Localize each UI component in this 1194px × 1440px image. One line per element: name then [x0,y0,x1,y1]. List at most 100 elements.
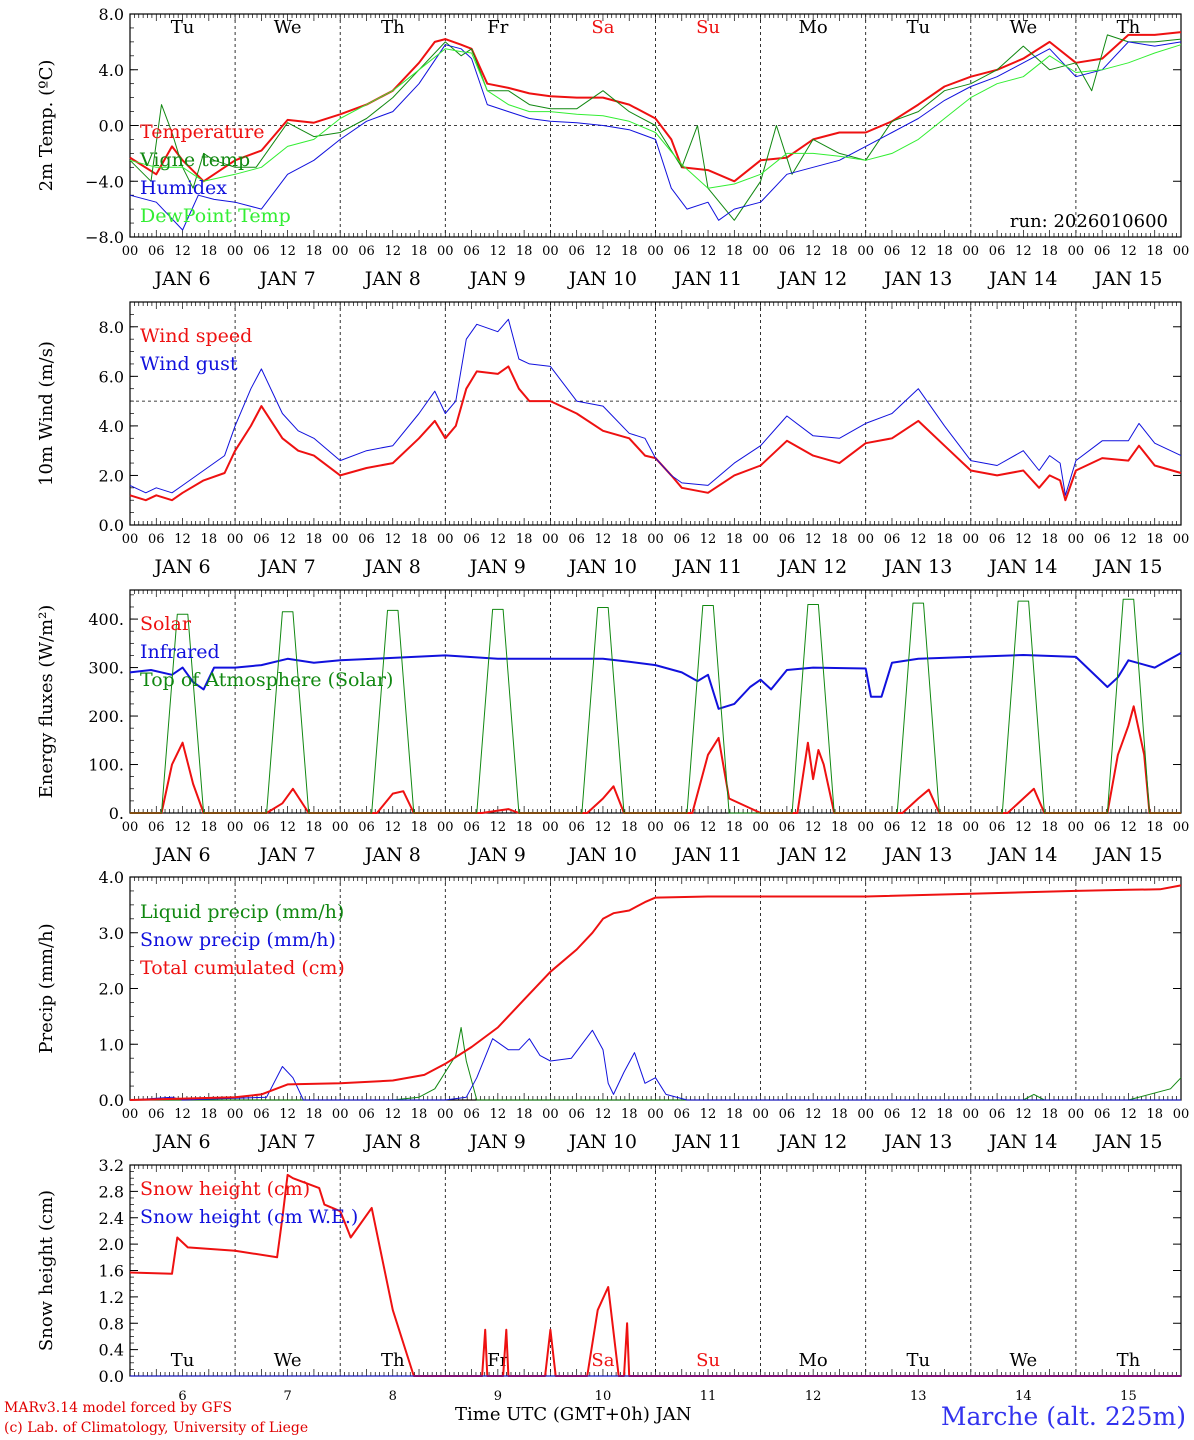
hour-tick-label: 12 [910,244,927,259]
y-axis-label: 2m Temp. (ºC) [36,60,57,192]
hour-tick-label: 06 [148,532,165,547]
hour-tick-label: 06 [358,1107,375,1122]
day-label: Mo [799,1350,828,1371]
hour-tick-label: 00 [437,1107,454,1122]
day-label: Sa [591,1350,614,1371]
day-label: Th [381,1350,405,1371]
hour-tick-label: 06 [568,532,585,547]
date-label: JAN 14 [987,556,1057,578]
hour-tick-label: 18 [726,820,743,835]
hour-tick-label: 12 [595,532,612,547]
day-label: Su [696,17,720,38]
date-label: JAN 15 [1092,844,1162,866]
date-label: JAN 9 [468,268,526,290]
hour-tick-label: 00 [857,820,874,835]
hour-tick-label: 18 [1146,244,1163,259]
hour-tick-label: 00 [647,820,664,835]
y-tick-label: 2.0 [99,466,124,485]
hour-tick-label: 06 [674,1107,691,1122]
date-label: JAN 13 [882,844,952,866]
y-tick-label: 200. [88,707,124,726]
day-label: Fr [487,17,508,38]
y-tick-label: 3.2 [99,1156,124,1175]
hour-tick-label: 06 [674,532,691,547]
hour-tick-label: 12 [910,820,927,835]
y-tick-label: 0. [109,804,124,823]
hour-tick-label: 00 [752,820,769,835]
date-label: JAN 6 [153,268,211,290]
y-tick-label: 0.0 [99,117,124,136]
hour-tick-label: 12 [700,820,717,835]
date-label: JAN 10 [567,844,637,866]
station-title: Marche (alt. 225m) [940,1402,1186,1431]
hour-tick-label: 18 [516,532,533,547]
panel-temp: −8.0 −4.0 0.0 4.0 8.0 2m Temp. (ºC) 00 06 12 18 JA… [36,5,1189,290]
y-axis-label: Precip (mm/h) [36,923,57,1053]
hour-tick-label: 12 [1015,532,1032,547]
hour-tick-label: 06 [779,1107,796,1122]
hour-tick-label: 06 [779,532,796,547]
hour-tick-label: 06 [358,532,375,547]
hour-tick-label: 06 [568,244,585,259]
day-number-label: 14 [1015,1389,1032,1404]
hour-tick-label: 18 [411,532,428,547]
hour-tick-label: 00 [647,1107,664,1122]
hour-tick-label: 00 [1068,532,1085,547]
hour-tick-label: 12 [805,820,822,835]
hour-tick-label: 00 [1068,820,1085,835]
y-tick-label: 4.0 [99,61,124,80]
hour-tick-label: 00 [857,532,874,547]
hour-tick-label: 18 [1041,244,1058,259]
hour-tick-label: 06 [1094,1107,1111,1122]
legend-entry: Total cumulated (cm) [140,957,345,979]
hour-tick-label: 06 [253,1107,270,1122]
hour-tick-label: 00 [542,244,559,259]
date-label: JAN 8 [363,556,421,578]
hour-tick-label: 00 [542,1107,559,1122]
hour-tick-label: 18 [621,532,638,547]
hour-tick-label: 00 [227,1107,244,1122]
date-label: JAN 15 [1092,268,1162,290]
hour-tick-label: 06 [989,244,1006,259]
date-label: JAN 11 [672,844,742,866]
y-tick-label: −4.0 [85,172,124,191]
day-label: Th [1117,1350,1141,1371]
hour-tick-label: 18 [306,532,323,547]
date-label: JAN 15 [1092,556,1162,578]
hour-tick-label: 18 [726,1107,743,1122]
time-axis-label: Time UTC (GMT+0h) JAN [455,1404,692,1425]
hour-tick-label: 12 [805,532,822,547]
hour-tick-label: 00 [227,820,244,835]
legend-entry: DewPoint Temp [140,205,291,227]
hour-tick-label: 12 [174,532,191,547]
hour-tick-label: 06 [568,820,585,835]
hour-tick-label: 06 [148,1107,165,1122]
hour-tick-label: 06 [568,1107,585,1122]
hour-tick-label: 12 [595,820,612,835]
hour-tick-label: 00 [647,532,664,547]
series-line-vigne-temp [129,34,1182,221]
hour-tick-label: 00 [542,820,559,835]
date-label: JAN 7 [258,844,316,866]
hour-tick-label: 12 [279,532,296,547]
plot-frame [129,301,1182,526]
series-line-solar [130,705,1181,814]
y-tick-label: −8.0 [85,228,124,247]
day-label: Tu [906,1350,930,1371]
hour-tick-label: 06 [463,244,480,259]
hour-tick-label: 00 [437,532,454,547]
y-tick-label: 0.0 [99,1091,124,1110]
day-label: Th [381,17,405,38]
hour-tick-label: 12 [490,820,507,835]
hour-tick-label: 06 [779,244,796,259]
hour-tick-label: 00 [1068,1107,1085,1122]
credit-line-2: (c) Lab. of Climatology, University of L… [4,1420,309,1436]
panel-wind: 0.0 2.0 4.0 6.0 8.0 10m Wind (m/s) 00 06 12 18 JAN… [36,301,1189,578]
panel-precip: 0.0 1.0 2.0 3.0 4.0 Precip (mm/h) 00 06 12 18 JAN … [36,868,1189,1153]
day-number-label: 8 [389,1389,397,1404]
hour-tick-label: 12 [279,1107,296,1122]
hour-tick-label: 18 [831,820,848,835]
date-label: JAN 13 [882,268,952,290]
date-label: JAN 11 [672,1131,742,1153]
hour-tick-label: 00 [1173,820,1190,835]
